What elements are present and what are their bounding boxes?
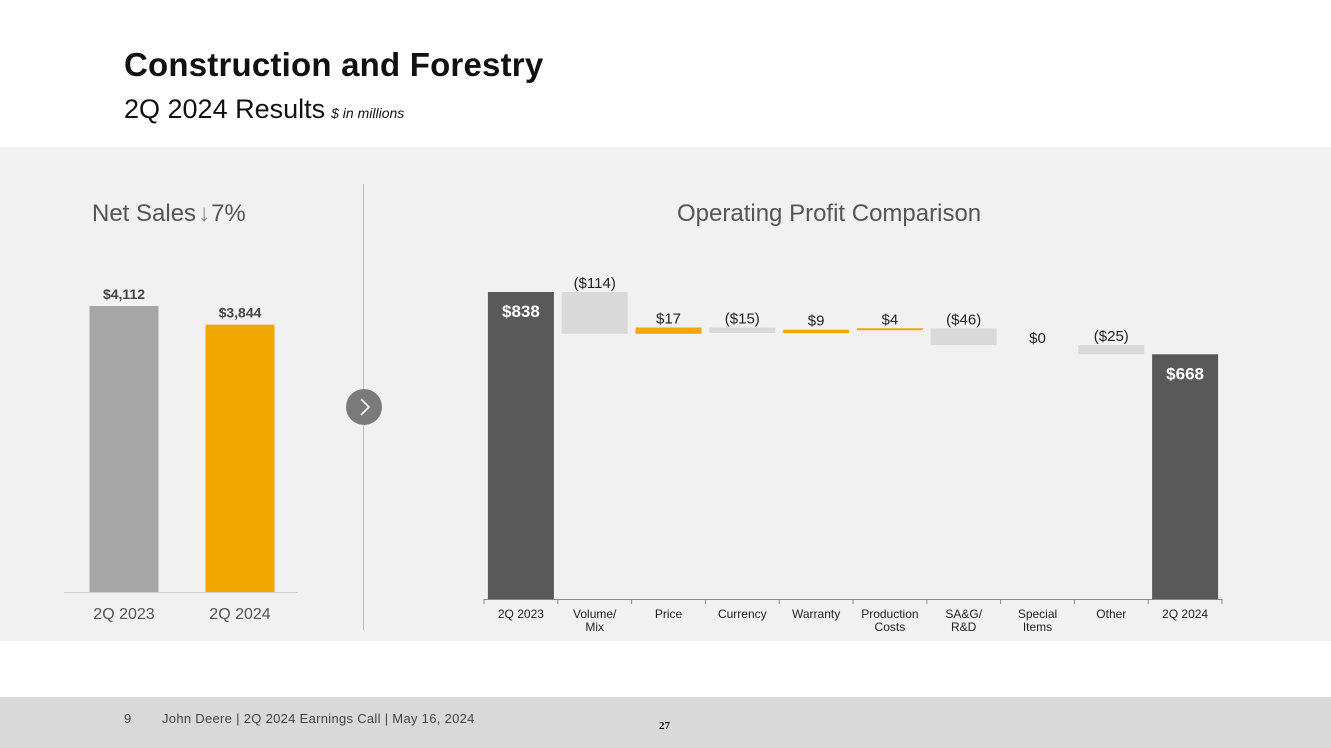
op-delta-value-label: $9 <box>808 313 825 330</box>
net-sales-change: 7% <box>211 200 246 227</box>
op-delta-bar <box>561 292 628 334</box>
op-total-value-label: $668 <box>1166 364 1204 383</box>
chevron-right-icon <box>360 398 371 416</box>
op-category-label: Other <box>1096 607 1126 621</box>
footer-text: John Deere | 2Q 2024 Earnings Call | May… <box>162 711 475 726</box>
op-category-label: 2Q 2023 <box>498 607 544 621</box>
operating-profit-title: Operating Profit Comparison <box>677 200 982 227</box>
op-category-label: Volume/ <box>573 607 617 621</box>
op-category-label: Currency <box>718 607 767 621</box>
slide-title: Construction and Forestry <box>124 46 544 83</box>
unit-note: $ in millions <box>331 105 405 121</box>
net-sales-bar <box>89 306 159 592</box>
op-delta-bar <box>930 328 997 346</box>
next-arrow-button[interactable] <box>346 389 382 425</box>
op-category-label: R&D <box>951 620 977 634</box>
op-delta-bar <box>635 327 702 334</box>
net-sales-bar <box>205 324 275 592</box>
op-delta-value-label: ($114) <box>574 275 616 292</box>
op-category-label: Items <box>1023 620 1052 634</box>
net-sales-title: Net Sales↓7% <box>92 200 246 228</box>
down-arrow-icon: ↓ <box>198 200 211 227</box>
op-category-label: Production <box>861 607 918 621</box>
op-category-label: 2Q 2024 <box>1162 607 1208 621</box>
op-delta-value-label: $0 <box>1029 330 1046 347</box>
op-delta-bar <box>1078 345 1145 355</box>
op-delta-value-label: $17 <box>656 311 681 328</box>
op-category-label: Costs <box>875 620 906 634</box>
op-category-label: SA&G/ <box>945 607 982 621</box>
op-delta-value-label: ($15) <box>725 311 760 328</box>
net-sales-value-label: $4,112 <box>103 286 145 302</box>
footer-page-number: 9 <box>124 711 132 726</box>
op-delta-bar <box>856 328 923 331</box>
net-sales-category-label: 2Q 2024 <box>209 606 270 623</box>
slide-subtitle: 2Q 2024 Results $ in millions <box>124 94 404 125</box>
op-delta-value-label: ($46) <box>946 311 981 328</box>
net-sales-category-label: 2Q 2023 <box>93 606 154 623</box>
op-delta-value-label: ($25) <box>1094 328 1129 345</box>
op-delta-value-label: $4 <box>882 311 899 328</box>
op-category-label: Price <box>655 607 683 621</box>
footer-bar: 9 John Deere | 2Q 2024 Earnings Call | M… <box>0 697 1331 748</box>
subtitle-text: 2Q 2024 Results <box>124 94 326 124</box>
op-total-bar <box>487 292 554 599</box>
op-category-label: Special <box>1018 607 1057 621</box>
op-delta-bar <box>709 327 776 334</box>
op-total-bar <box>1152 354 1219 599</box>
slide-number: 27 <box>659 720 670 732</box>
net-sales-value-label: $3,844 <box>219 305 262 321</box>
op-category-label: Mix <box>585 620 604 634</box>
op-total-value-label: $838 <box>502 302 540 321</box>
op-delta-bar <box>783 329 850 334</box>
op-category-label: Warranty <box>792 607 840 621</box>
net-sales-title-text: Net Sales <box>92 200 197 227</box>
